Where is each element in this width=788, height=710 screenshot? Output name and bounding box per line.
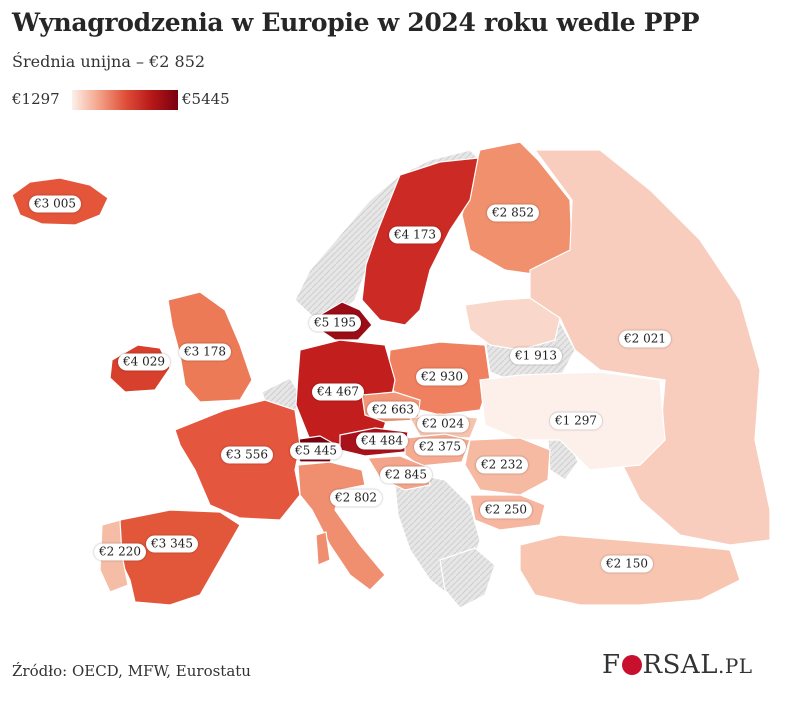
legend-color-scale — [72, 90, 178, 110]
label-slovenia: €2 845 — [380, 466, 432, 484]
label-iceland: €3 005 — [29, 195, 81, 213]
sardinia-shape — [315, 531, 331, 566]
logo-circle-icon — [621, 655, 642, 675]
logo-text-pre: F — [602, 650, 621, 680]
label-poland: €2 930 — [416, 368, 468, 386]
forsal-logo: F RSAL.PL — [602, 650, 753, 680]
label-turkey: €2 150 — [601, 555, 653, 573]
label-finland: €2 852 — [487, 204, 539, 222]
greece-shape — [439, 547, 496, 609]
label-ukraine: €1 297 — [550, 412, 602, 430]
logo-text-post: RSAL — [642, 650, 718, 680]
europe-map — [11, 141, 771, 609]
label-france: €3 556 — [221, 446, 273, 464]
label-austria: €4 484 — [356, 432, 408, 450]
legend-min-label: €1297 — [12, 90, 60, 108]
spain-shape — [117, 509, 241, 606]
italy-shape — [297, 461, 386, 591]
page-title: Wynagrodzenia w Europie w 2024 roku wedl… — [12, 8, 700, 37]
russia-shape — [529, 149, 771, 546]
baltic-shape — [464, 297, 561, 351]
label-baltic: €1 913 — [510, 347, 562, 365]
label-switzerland: €5 445 — [290, 442, 342, 460]
label-sweden: €4 173 — [389, 226, 441, 244]
label-slovakia: €2 024 — [417, 415, 469, 433]
page-subtitle: Średnia unijna – €2 852 — [12, 52, 206, 71]
label-germany: €4 467 — [312, 383, 364, 401]
label-hungary: €2 375 — [414, 438, 466, 456]
legend-max-label: €5445 — [182, 90, 230, 108]
label-russia: €2 021 — [619, 330, 671, 348]
source-note: Źródło: OECD, MFW, Eurostatu — [12, 662, 251, 680]
label-portugal: €2 220 — [94, 543, 146, 561]
label-czechia: €2 663 — [367, 401, 419, 419]
label-uk: €3 178 — [179, 343, 231, 361]
label-spain: €3 345 — [146, 535, 198, 553]
label-denmark: €5 195 — [309, 314, 361, 332]
label-italy: €2 802 — [330, 489, 382, 507]
logo-text-suffix: .PL — [717, 654, 753, 678]
label-romania: €2 232 — [476, 456, 528, 474]
label-bulgaria: €2 250 — [480, 501, 532, 519]
label-ireland: €4 029 — [118, 353, 170, 371]
